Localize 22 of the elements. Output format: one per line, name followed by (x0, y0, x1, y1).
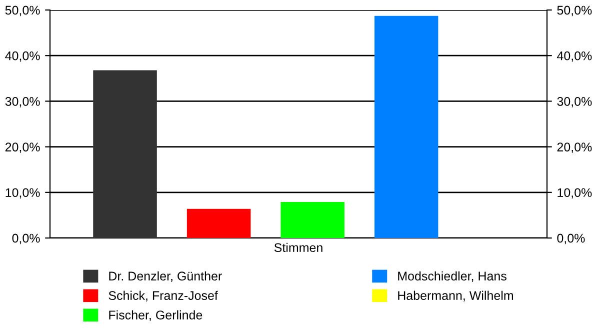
text: 20,0% (557, 142, 592, 153)
y-tick-label: 30,0% (5, 97, 40, 108)
text: 10,0% (558, 188, 592, 199)
text: 0,0% (557, 234, 585, 244)
legend-label: Schick, Franz-Josef (108, 290, 218, 302)
bar (93, 70, 157, 238)
x-tick-label: Stimmen (274, 242, 322, 252)
legend-label: Habermann, Wilhelm (398, 290, 513, 302)
y-tick-label: 10,0% (6, 188, 40, 199)
legend-label: Fischer, Gerlinde (109, 310, 202, 321)
y-tick-label: 0,0% (12, 234, 40, 244)
text: 30,0% (557, 97, 592, 108)
legend-label: Modschiedler, Hans (398, 271, 506, 282)
bar (280, 202, 344, 238)
y-tick-label: 50,0% (5, 6, 40, 16)
bar (186, 208, 251, 238)
y-tick-label: 20,0% (5, 142, 40, 153)
bar (374, 16, 438, 238)
text: 40,0% (557, 51, 592, 62)
legend-label: Dr. Denzler, Günther (109, 271, 222, 282)
text: 50,0% (557, 6, 592, 16)
y-tick-label: 40,0% (5, 51, 40, 62)
